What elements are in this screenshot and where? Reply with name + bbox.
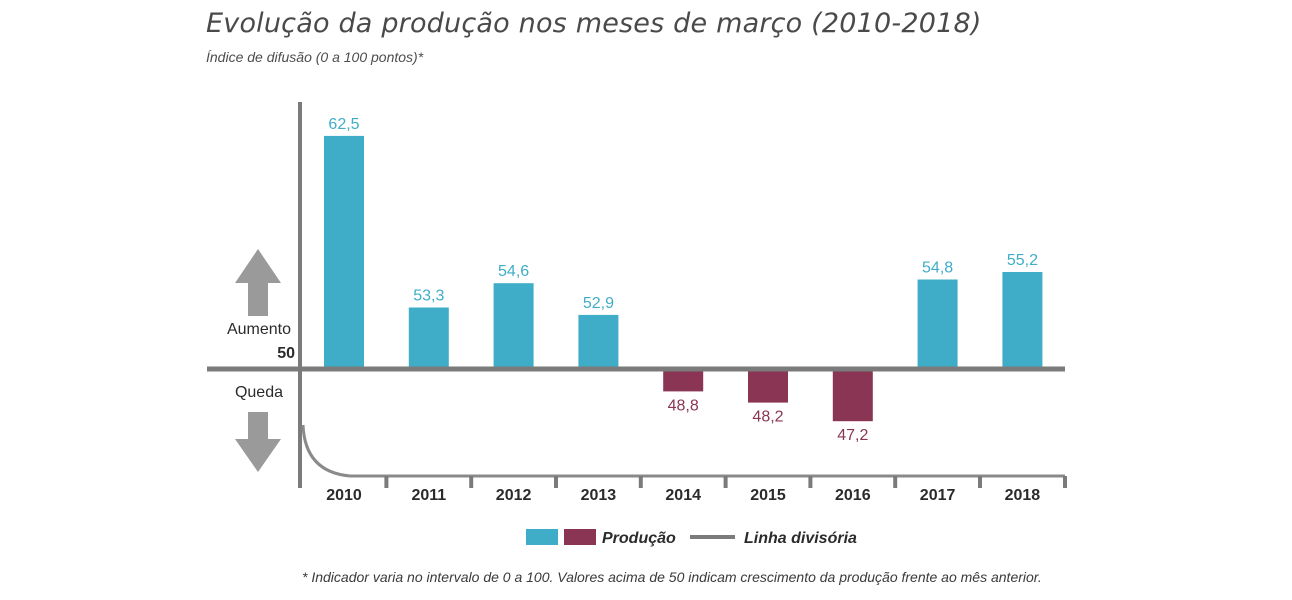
x-axis-curve (301, 424, 1065, 478)
bar-2012 (493, 283, 534, 369)
bar-2018 (1002, 272, 1043, 369)
up-arrow-icon (235, 249, 281, 316)
legend-swatch-below (564, 529, 596, 545)
x-tick-label-2011: 2011 (411, 487, 446, 504)
x-ticks-group: 2010 2011 2012 2013 2014 2015 2016 2017 2018 (326, 476, 1040, 504)
value-label-2011: 53,3 (413, 288, 444, 305)
x-tick-label-2017: 2017 (920, 487, 956, 504)
bar-2017 (917, 279, 958, 369)
x-tick-label-2014: 2014 (665, 487, 701, 504)
value-labels-group: 62,5 53,3 54,6 52,9 48,8 48,2 47,2 54,8 55,2 (328, 116, 1038, 444)
bar-2013 (578, 314, 619, 369)
x-tick-label-2016: 2016 (835, 487, 871, 504)
value-label-2010: 62,5 (328, 116, 359, 133)
legend-divider-label: Linha divisória (744, 530, 857, 547)
footnote: * Indicador varia no intervalo de 0 a 10… (302, 569, 1042, 585)
bar-2010 (324, 135, 364, 369)
bar-2011 (408, 307, 449, 369)
bars-group (324, 135, 1043, 422)
chart-title: Evolução da produção nos meses de março … (206, 8, 982, 39)
x-tick-label-2010: 2010 (326, 487, 362, 504)
decrease-label: Queda (235, 384, 283, 401)
chart-subtitle: Índice de difusão (0 a 100 pontos)* (206, 49, 424, 65)
down-arrow-icon (235, 412, 281, 472)
bar-2014 (663, 369, 704, 392)
legend-swatch-above (526, 529, 558, 545)
value-label-2017: 54,8 (922, 260, 953, 277)
increase-label: Aumento (227, 321, 291, 338)
value-label-2015: 48,2 (752, 409, 783, 426)
x-tick-label-2012: 2012 (496, 487, 532, 504)
baseline-label: 50 (277, 345, 295, 362)
legend-production-label: Produção (602, 530, 676, 547)
value-label-2013: 52,9 (583, 295, 614, 312)
value-label-2018: 55,2 (1007, 252, 1038, 269)
bar-2015 (748, 369, 788, 403)
x-tick-label-2018: 2018 (1005, 487, 1041, 504)
value-label-2014: 48,8 (668, 397, 699, 414)
bar-2016 (832, 369, 873, 422)
x-tick-label-2013: 2013 (581, 487, 617, 504)
value-label-2012: 54,6 (498, 263, 529, 280)
x-tick-label-2015: 2015 (750, 487, 786, 504)
value-label-2016: 47,2 (837, 427, 868, 444)
